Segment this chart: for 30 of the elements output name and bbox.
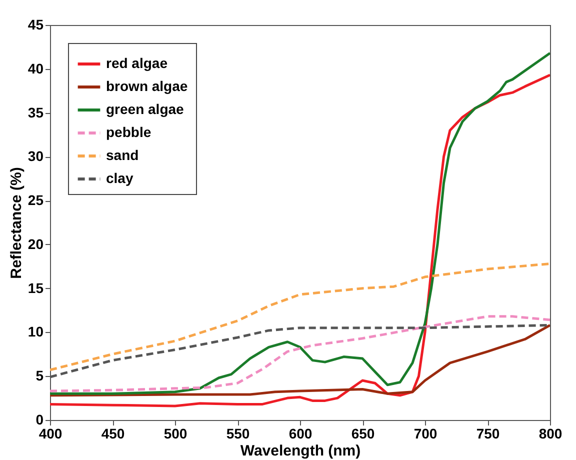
y-tick-label: 5	[36, 368, 44, 384]
line-series	[50, 324, 550, 397]
x-axis-title: Wavelength (nm)	[240, 442, 361, 460]
y-tick-label: 40	[28, 60, 44, 76]
legend-label: clay	[106, 170, 134, 186]
y-tick-label: 10	[28, 324, 44, 340]
line-series	[50, 262, 550, 372]
x-tick-label: 800	[538, 426, 562, 442]
y-tick-label: 45	[28, 16, 44, 32]
x-tick-label: 650	[351, 426, 375, 442]
x-tick-label: 700	[414, 426, 438, 442]
legend-label: green algae	[106, 101, 184, 117]
y-tick-label: 35	[28, 104, 44, 120]
y-tick-label: 15	[28, 280, 44, 296]
x-tick-label: 600	[288, 426, 312, 442]
legend-label: sand	[106, 147, 139, 163]
x-tick-label: 750	[476, 426, 500, 442]
y-tick-label: 25	[28, 192, 44, 208]
line-series	[50, 315, 550, 392]
legend-label: pebble	[106, 124, 152, 140]
y-tick-label: 30	[28, 148, 44, 164]
x-tick-label: 450	[101, 426, 125, 442]
x-tick-label: 400	[38, 426, 62, 442]
y-tick-label: 20	[28, 236, 44, 252]
x-tick-label: 550	[226, 426, 250, 442]
legend-label: red algae	[106, 55, 168, 71]
y-tick-label: 0	[36, 412, 44, 428]
y-axis-title: Reflectance (%)	[8, 167, 25, 279]
x-tick-label: 500	[164, 426, 188, 442]
legend-label: brown algae	[106, 78, 188, 94]
